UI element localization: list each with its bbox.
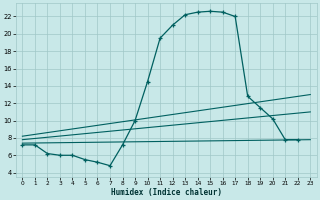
X-axis label: Humidex (Indice chaleur): Humidex (Indice chaleur) <box>111 188 222 197</box>
